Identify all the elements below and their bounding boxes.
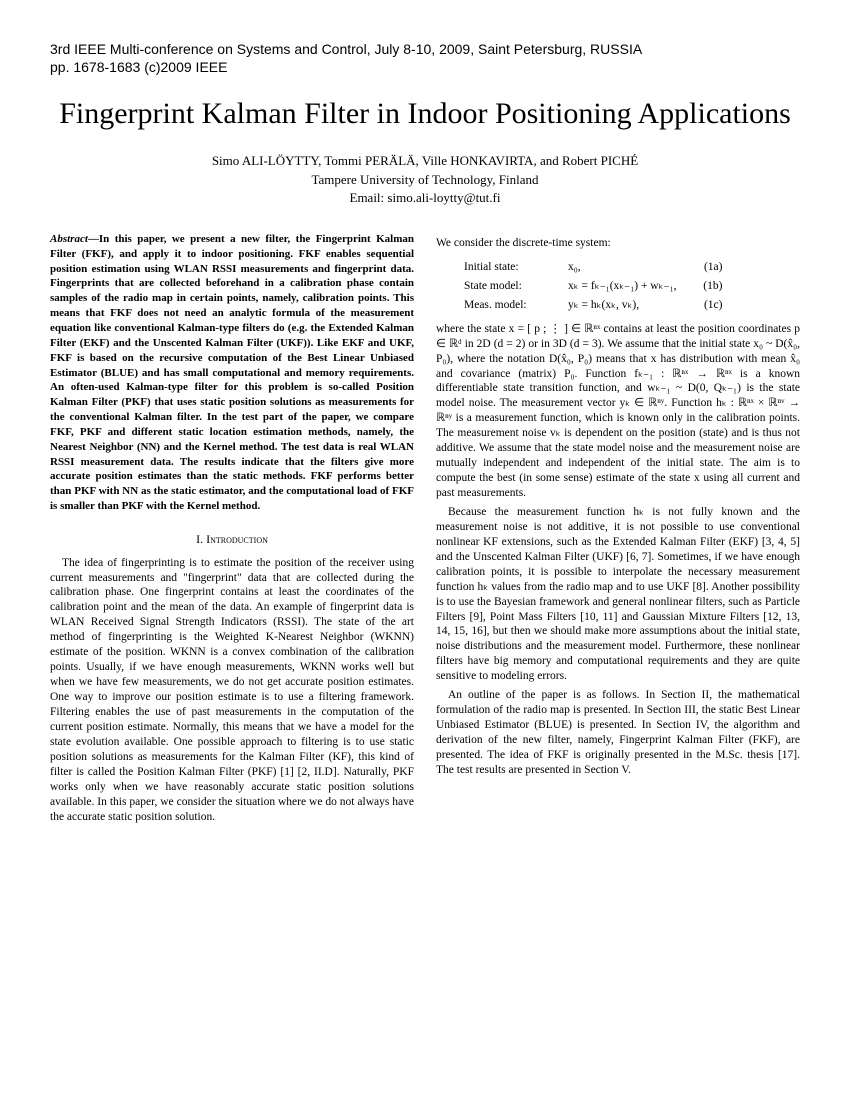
eq-num-1c: (1c): [684, 297, 728, 314]
eq-num-1b: (1b): [684, 278, 728, 295]
col2-p1: where the state x = [ p ; ⋮ ] ∈ ℝⁿˣ cont…: [436, 322, 800, 501]
system-equations: Initial state: x₀, (1a) State model: xₖ …: [456, 257, 730, 316]
left-column: Abstract—In this paper, we present a new…: [50, 232, 414, 829]
eq-label-1a: Initial state:: [458, 259, 560, 276]
eq-row-1a: Initial state: x₀, (1a): [458, 259, 728, 276]
col2-p3: An outline of the paper is as follows. I…: [436, 688, 800, 778]
eq-label-1c: Meas. model:: [458, 297, 560, 314]
conference-line2: pp. 1678-1683 (c)2009 IEEE: [50, 58, 800, 76]
conference-header: 3rd IEEE Multi-conference on Systems and…: [50, 40, 800, 76]
authors-block: Simo ALI-LÖYTTY, Tommi PERÄLÄ, Ville HON…: [50, 152, 800, 207]
abstract: Abstract—In this paper, we present a new…: [50, 232, 414, 514]
eq-row-1c: Meas. model: yₖ = hₖ(xₖ, vₖ), (1c): [458, 297, 728, 314]
eq-body-1b: xₖ = fₖ₋₁(xₖ₋₁) + wₖ₋₁,: [562, 278, 682, 295]
eq-label-1b: State model:: [458, 278, 560, 295]
contact-email: Email: simo.ali-loytty@tut.fi: [50, 189, 800, 207]
right-column: We consider the discrete-time system: In…: [436, 232, 800, 829]
author-names: Simo ALI-LÖYTTY, Tommi PERÄLÄ, Ville HON…: [50, 152, 800, 170]
eq-body-1a: x₀,: [562, 259, 682, 276]
page: 3rd IEEE Multi-conference on Systems and…: [0, 0, 850, 868]
system-intro: We consider the discrete-time system:: [436, 236, 800, 251]
eq-num-1a: (1a): [684, 259, 728, 276]
affiliation: Tampere University of Technology, Finlan…: [50, 171, 800, 189]
abstract-text: In this paper, we present a new filter, …: [50, 233, 414, 512]
col2-p2: Because the measurement function hₖ is n…: [436, 505, 800, 684]
eq-body-1c: yₖ = hₖ(xₖ, vₖ),: [562, 297, 682, 314]
section-1-p1: The idea of fingerprinting is to estimat…: [50, 556, 414, 825]
two-column-body: Abstract—In this paper, we present a new…: [50, 232, 800, 829]
section-1-heading: I. Introduction: [50, 532, 414, 548]
conference-line1: 3rd IEEE Multi-conference on Systems and…: [50, 40, 800, 58]
paper-title: Fingerprint Kalman Filter in Indoor Posi…: [50, 96, 800, 132]
eq-row-1b: State model: xₖ = fₖ₋₁(xₖ₋₁) + wₖ₋₁, (1b…: [458, 278, 728, 295]
